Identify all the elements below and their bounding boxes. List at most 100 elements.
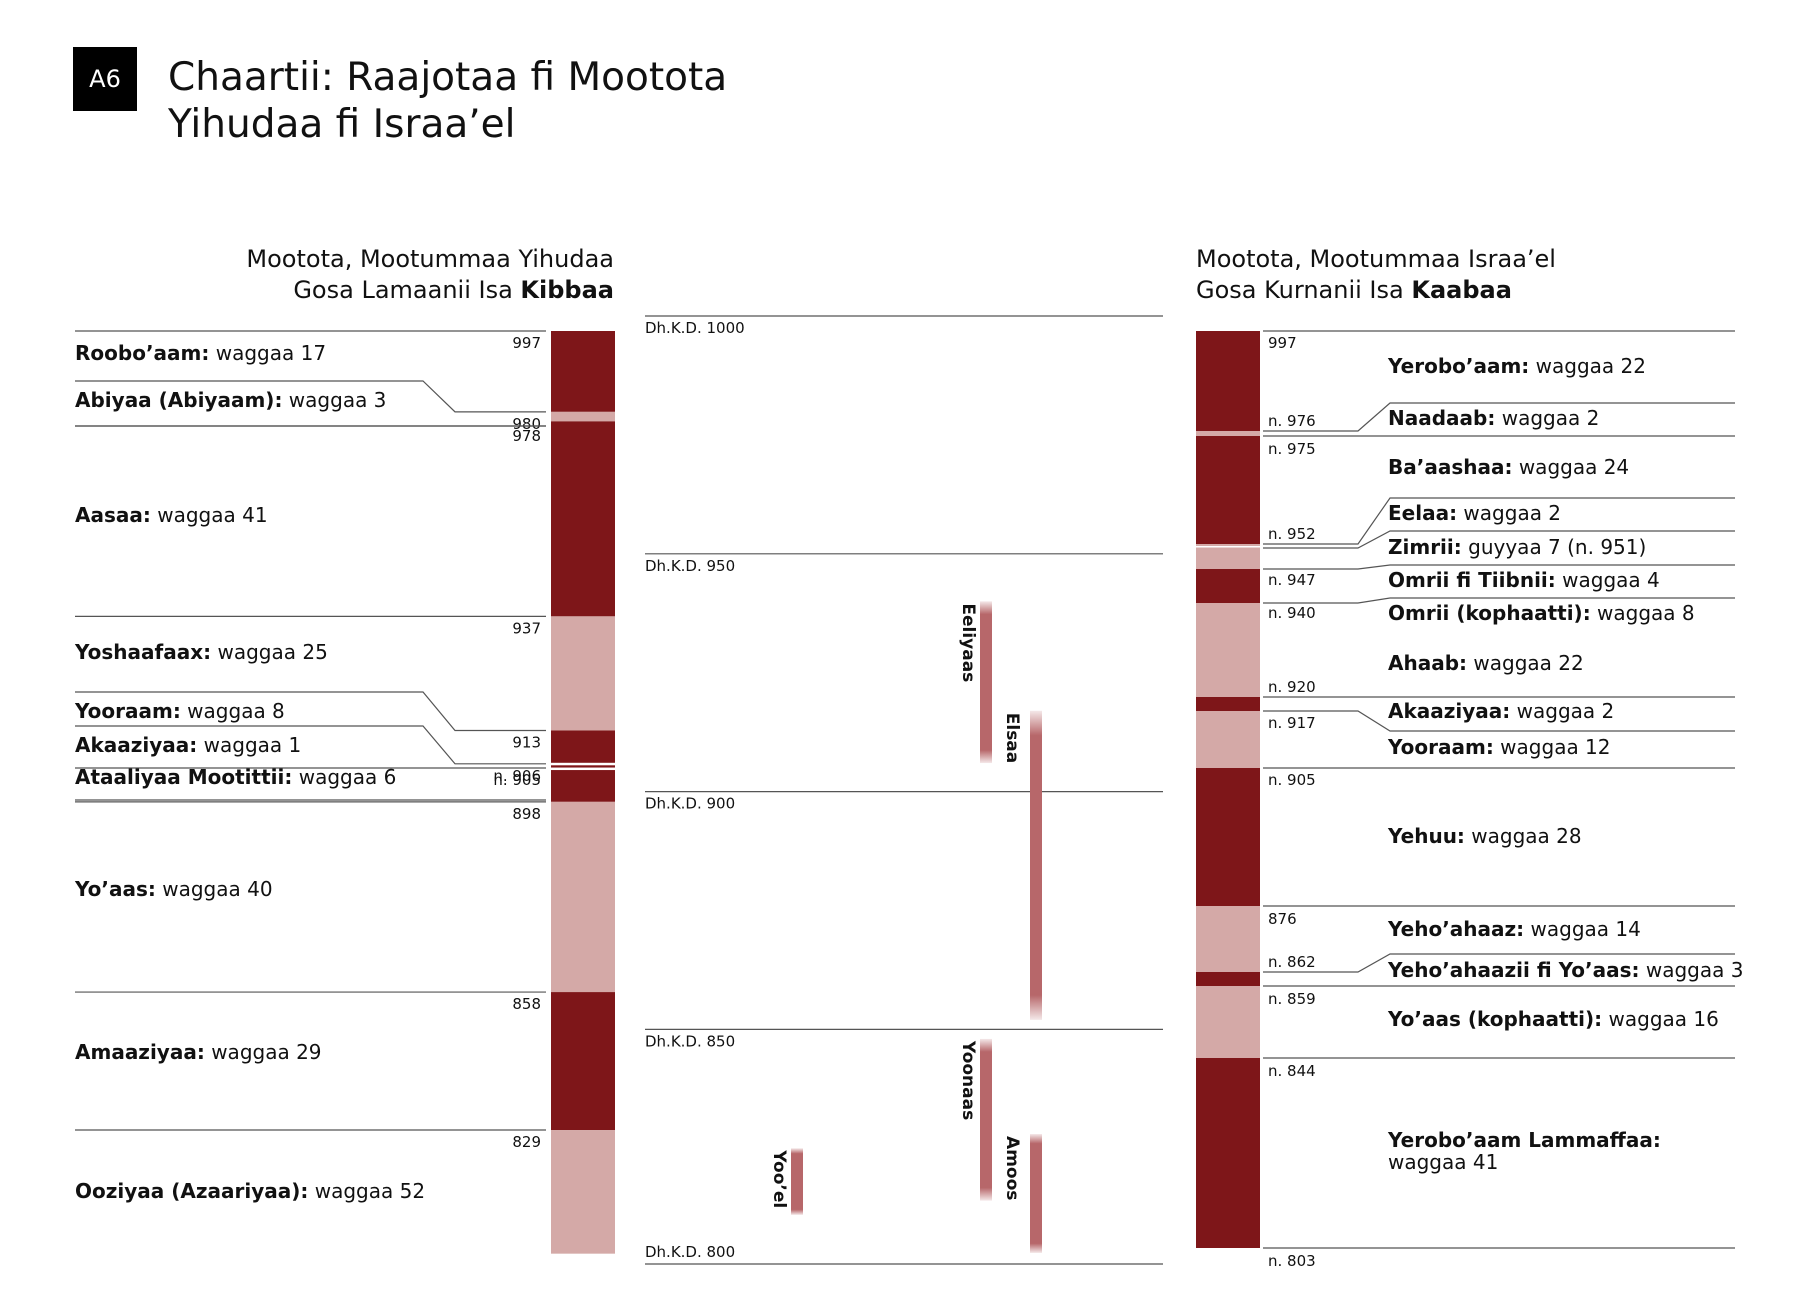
israel-king-reign: waggaa 4 xyxy=(1556,568,1660,592)
judah-king-label: Yoshaafaax: waggaa 25 xyxy=(74,640,328,664)
judah-king-name: Amaaziyaa: xyxy=(75,1040,205,1064)
israel-king-reign: waggaa 8 xyxy=(1591,601,1695,625)
judah-king-reign: waggaa 3 xyxy=(282,388,386,412)
judah-header-line2: Gosa Lamaanii Isa Kibbaa xyxy=(246,275,614,306)
israel-king-label: Ahaab: waggaa 22 xyxy=(1388,651,1584,675)
israel-header-prefix: Gosa Kurnanii Isa xyxy=(1196,276,1412,305)
judah-reign-bar xyxy=(551,421,615,617)
judah-column: 997 Roobo’aam: waggaa 17 980 Abiyaa (Abiyaa… xyxy=(74,330,615,1254)
israel-king-name: Yerobo’aam: xyxy=(1387,354,1529,378)
israel-start-year: n. 947 xyxy=(1268,571,1316,589)
israel-header-bold: Kaabaa xyxy=(1411,276,1512,305)
israel-king-label: Akaaziyaa: waggaa 2 xyxy=(1388,699,1614,723)
era-label: Dh.K.D. 800 xyxy=(645,1243,735,1261)
judah-king-label: Yooraam: waggaa 8 xyxy=(74,699,285,723)
israel-king-label: Omrii fi Tiibnii: waggaa 4 xyxy=(1388,568,1660,592)
judah-start-year: n. 905 xyxy=(493,771,541,789)
judah-start-year: 978 xyxy=(512,427,541,445)
judah-king-reign: waggaa 40 xyxy=(156,877,273,901)
judah-reign-bar xyxy=(551,768,615,802)
era-label: Dh.K.D. 950 xyxy=(645,557,735,575)
judah-king-name: Yoshaafaax: xyxy=(74,640,211,664)
judah-header-prefix: Gosa Lamaanii Isa xyxy=(293,276,521,305)
era-label: Dh.K.D. 1000 xyxy=(645,319,745,337)
israel-king-reign: waggaa 2 xyxy=(1510,699,1614,723)
prophet-label: Yoonaas xyxy=(958,1040,978,1120)
judah-start-year: 980 xyxy=(512,415,541,433)
judah-leader-line xyxy=(75,725,546,765)
israel-reign-bar xyxy=(1196,331,1260,431)
judah-king-name: Akaaziyaa: xyxy=(75,733,197,757)
israel-king-label: Ba’aashaa: waggaa 24 xyxy=(1388,455,1629,479)
judah-reign-bar xyxy=(551,616,615,731)
israel-header-line1: Mootota, Mootummaa Israa’el xyxy=(1196,245,1556,273)
israel-header-line2: Gosa Kurnanii Isa Kaabaa xyxy=(1196,275,1556,306)
israel-king-label: Zimrii: guyyaa 7 (n. 951) xyxy=(1388,535,1646,559)
israel-king-name: Yooraam: xyxy=(1387,735,1494,759)
judah-start-year: 858 xyxy=(512,995,541,1013)
israel-reign-bar xyxy=(1196,972,1260,986)
judah-leader-line xyxy=(75,691,546,732)
era-label: Dh.K.D. 900 xyxy=(645,795,735,813)
israel-reign-bar xyxy=(1196,711,1260,768)
israel-king-reign: waggaa 2 xyxy=(1495,406,1599,430)
prophet-label: Amoos xyxy=(1002,1136,1022,1200)
israel-reign-bar xyxy=(1196,1058,1260,1248)
israel-king-label: Omrii (kophaatti): waggaa 8 xyxy=(1388,601,1695,625)
israel-king-label: Yerobo’aam Lammaffaa: waggaa 41 xyxy=(1387,1128,1661,1174)
israel-king-name: Ahaab: xyxy=(1388,651,1467,675)
israel-start-year: n. 905 xyxy=(1268,771,1316,789)
judah-king-name: Yooraam: xyxy=(74,699,181,723)
judah-king-label: Akaaziyaa: waggaa 1 xyxy=(75,733,301,757)
israel-king-name: Naadaab: xyxy=(1388,406,1495,430)
israel-king-label: Yerobo’aam: waggaa 22 xyxy=(1387,354,1646,378)
judah-start-year: 898 xyxy=(512,805,541,823)
chart-title-line1: Chaartii: Raajotaa fi Moototа xyxy=(168,55,728,100)
judah-king-name: Ataaliyaa Mootittii: xyxy=(75,765,292,789)
israel-king-label: Naadaab: waggaa 2 xyxy=(1388,406,1599,430)
judah-king-reign: waggaa 17 xyxy=(209,341,326,365)
israel-leader-line xyxy=(1263,597,1735,604)
judah-king-reign: waggaa 1 xyxy=(197,733,301,757)
israel-king-reign: guyyaa 7 (n. 951) xyxy=(1462,535,1647,559)
israel-reign-bar xyxy=(1196,569,1260,603)
israel-reign-bar xyxy=(1196,548,1260,569)
israel-king-name: Yo’aas (kophaatti): xyxy=(1387,1007,1602,1031)
judah-header-line1: Mootota, Mootummaa Yihudaa xyxy=(246,245,614,273)
judah-start-year: 829 xyxy=(512,1133,541,1151)
israel-end-year: n. 803 xyxy=(1268,1252,1316,1270)
judah-king-name: Aasaa: xyxy=(75,503,151,527)
israel-king-label: Yooraam: waggaa 12 xyxy=(1387,735,1611,759)
israel-king-reign: waggaa 14 xyxy=(1524,917,1641,941)
israel-king-reign: waggaa 28 xyxy=(1465,824,1582,848)
israel-start-year: n. 862 xyxy=(1268,953,1316,971)
israel-leader-line xyxy=(1263,530,1735,549)
israel-bar-separator xyxy=(1196,546,1260,548)
judah-header-bold: Kibbaa xyxy=(520,276,614,305)
israel-start-year: n. 976 xyxy=(1268,412,1316,430)
judah-king-label: Ooziyaa (Azaariyaa): waggaa 52 xyxy=(75,1179,425,1203)
judah-reign-bar xyxy=(551,730,615,764)
israel-reign-bar xyxy=(1196,697,1260,711)
israel-start-year: n. 917 xyxy=(1268,714,1316,732)
israel-start-year: 876 xyxy=(1268,910,1297,928)
israel-king-name: Omrii fi Tiibnii: xyxy=(1388,568,1556,592)
israel-start-year: n. 952 xyxy=(1268,525,1316,543)
israel-reign-bar xyxy=(1196,603,1260,697)
prophet-label: Yoo’el xyxy=(769,1149,789,1208)
israel-start-year: n. 940 xyxy=(1268,604,1316,622)
israel-king-name: Zimrii: xyxy=(1388,535,1462,559)
israel-king-name: Yerobo’aam Lammaffaa: xyxy=(1387,1128,1661,1152)
israel-king-name: Yeho’ahaaz: xyxy=(1387,917,1524,941)
judah-king-reign: waggaa 6 xyxy=(292,765,396,789)
israel-king-name: Yehuu: xyxy=(1387,824,1465,848)
judah-king-name: Abiyaa (Abiyaam): xyxy=(75,388,282,412)
israel-king-name: Akaaziyaa: xyxy=(1388,699,1510,723)
era-label: Dh.K.D. 850 xyxy=(645,1032,735,1050)
israel-king-reign: waggaa 16 xyxy=(1602,1007,1719,1031)
prophet-bar xyxy=(980,601,992,764)
israel-king-name: Eelaa: xyxy=(1388,501,1457,525)
israel-king-reign: waggaa 2 xyxy=(1457,501,1561,525)
prophet-label: Elsaa xyxy=(1002,713,1022,764)
